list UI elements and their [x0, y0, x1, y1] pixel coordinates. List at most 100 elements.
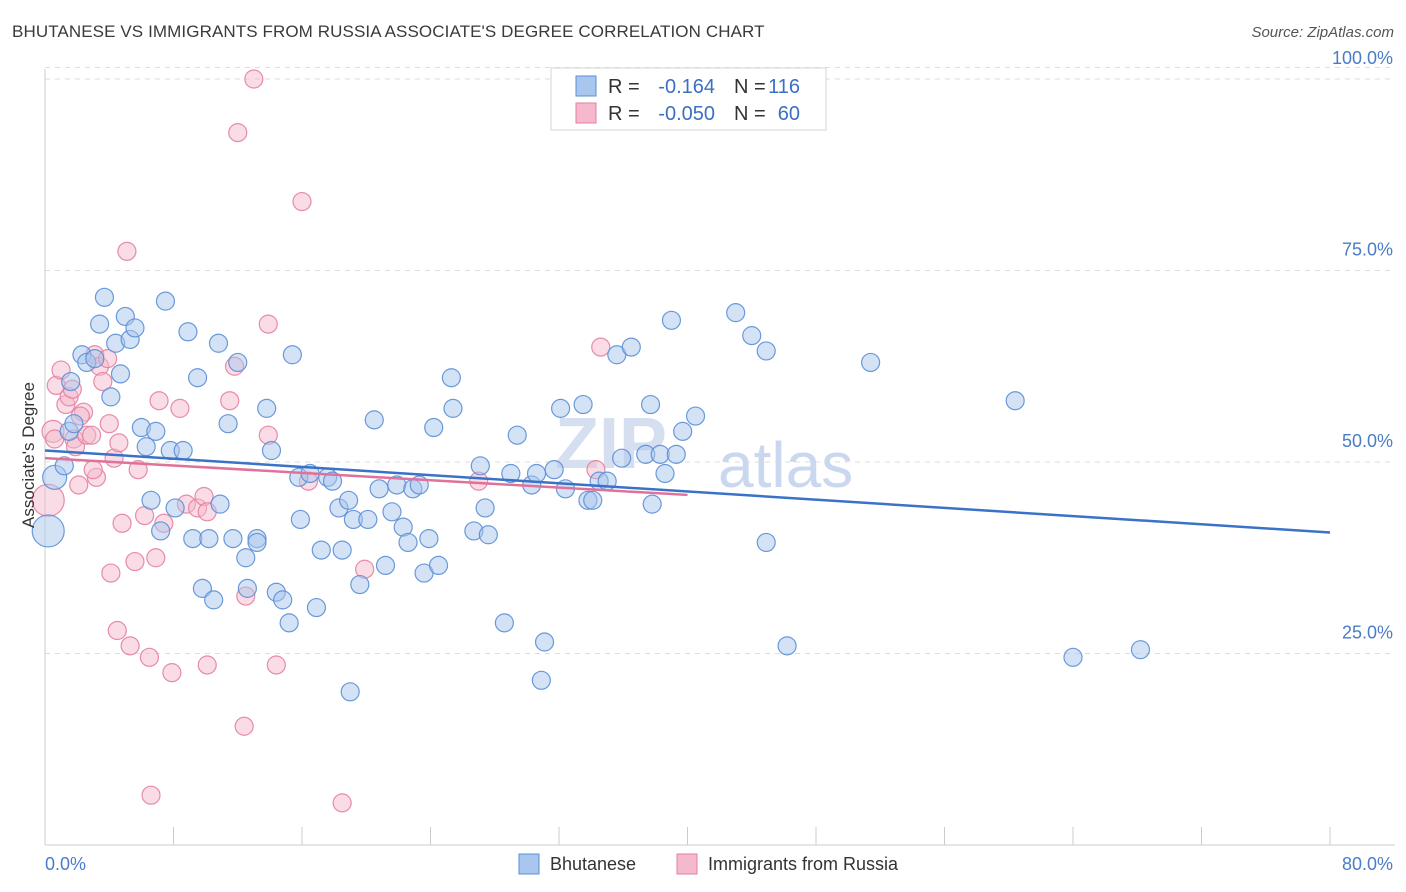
bhutanese-point — [428, 555, 449, 576]
bhutanese-point — [204, 590, 224, 610]
bhutanese-point — [364, 410, 384, 430]
x-tick-label-min: 0.0% — [45, 854, 86, 874]
bhutanese-point — [612, 448, 632, 468]
russia-point — [220, 391, 240, 411]
source-label: Source: ZipAtlas.com — [1251, 24, 1394, 41]
bhutanese-point — [282, 345, 302, 365]
bhutanese-point — [726, 303, 746, 323]
russia-point — [162, 663, 182, 683]
stats-legend: R = -0.164 N = 116 R = -0.050 N = 60 — [550, 67, 827, 131]
russia-point — [93, 371, 113, 392]
bhutanese-point — [136, 437, 156, 457]
bhutanese-point — [642, 494, 662, 514]
bhutanese-point — [340, 682, 360, 702]
russia-point — [258, 314, 278, 334]
russia-point — [149, 391, 169, 411]
bhutanese-point — [369, 479, 389, 499]
russia-point — [117, 241, 137, 261]
bhutanese-point — [261, 440, 282, 461]
russia-point — [141, 785, 161, 805]
bhutanese-point — [332, 540, 352, 560]
russia-point — [139, 647, 160, 667]
bhutanese-point — [777, 636, 797, 656]
bhutanese-point — [146, 421, 166, 441]
bhutanese-point — [64, 414, 84, 434]
bhutanese-point — [655, 463, 675, 484]
russia-point — [234, 716, 254, 736]
watermark-atlas: atlas — [718, 429, 853, 501]
y-tick-label-50: 50.0% — [1342, 431, 1393, 451]
bhutanese-point — [141, 490, 161, 510]
bhutanese-point — [311, 540, 331, 560]
chart-title: BHUTANESE VS IMMIGRANTS FROM RUSSIA ASSO… — [12, 22, 765, 41]
russia-point — [125, 551, 145, 572]
bhutanese-point — [85, 348, 105, 369]
bhutanese-point — [756, 341, 776, 361]
bhutanese-point — [661, 310, 682, 330]
series-legend: Bhutanese Immigrants from Russia — [518, 853, 899, 875]
bhutanese-point — [247, 532, 267, 553]
x-tick-marks — [44, 827, 1331, 845]
bhutanese-point — [861, 352, 881, 373]
bhutanese-point — [358, 509, 378, 530]
x-tick-label-max: 80.0% — [1342, 854, 1393, 874]
bhutanese-point — [375, 555, 396, 576]
russia-point — [83, 460, 103, 480]
bhutanese-point — [155, 291, 176, 311]
bhutanese-point — [322, 471, 343, 491]
russia-point — [266, 655, 286, 675]
y-tick-label-100: 100.0% — [1332, 48, 1393, 68]
russia-trend-line — [44, 456, 688, 497]
bhutanese-point — [544, 460, 564, 480]
bhutanese-point — [223, 528, 243, 549]
legend-n-label-1: N = — [734, 76, 766, 98]
y-tick-label-25: 25.0% — [1342, 623, 1393, 643]
legend-r-label-1: R = — [608, 76, 640, 98]
bhutanese-point — [306, 597, 327, 618]
bhutanese-point — [666, 444, 686, 464]
bhutanese-point — [350, 574, 370, 595]
bhutanese-point — [478, 525, 498, 545]
bhutanese-point — [583, 490, 603, 510]
russia-point — [332, 793, 352, 813]
bhutanese-point — [621, 337, 641, 357]
bottom-legend-label-bhutanese: Bhutanese — [550, 854, 636, 874]
bottom-legend-swatch-pink — [676, 853, 698, 875]
legend-swatch-pink — [575, 102, 597, 124]
bhutanese-point — [685, 406, 706, 426]
bhutanese-point — [551, 398, 571, 418]
russia-point — [128, 460, 148, 480]
bhutanese-point — [441, 368, 461, 388]
russia-point — [170, 398, 190, 418]
bhutanese-point — [290, 509, 310, 530]
bhutanese-point — [1063, 647, 1083, 667]
watermark-zip: ZIP — [555, 404, 667, 484]
russia-point — [146, 548, 166, 568]
series-russia-points — [31, 69, 611, 813]
stats-legend-box — [550, 67, 827, 131]
russia-point — [107, 620, 127, 641]
bhutanese-point — [173, 440, 193, 461]
bhutanese-point — [165, 498, 185, 518]
bhutanese-point — [742, 326, 762, 346]
bhutanese-point — [475, 498, 495, 518]
bhutanese-point — [1005, 391, 1025, 411]
russia-point — [120, 636, 140, 656]
bhutanese-point — [178, 322, 198, 342]
russia-point — [228, 123, 248, 143]
bhutanese-point — [507, 425, 527, 445]
bhutanese-point — [534, 632, 555, 652]
bhutanese-point — [237, 578, 257, 598]
bhutanese-point — [61, 371, 81, 392]
bhutanese-point — [183, 528, 203, 549]
bottom-legend-label-russia: Immigrants from Russia — [708, 854, 899, 874]
bhutanese-point — [424, 417, 444, 438]
bhutanese-point — [526, 463, 547, 484]
watermark: ZIP atlas — [555, 404, 853, 501]
legend-n-value-2: 60 — [778, 103, 800, 125]
legend-n-value-1: 116 — [768, 76, 800, 98]
bhutanese-point — [257, 398, 277, 418]
trend-lines — [44, 449, 1331, 534]
russia-point — [69, 475, 89, 495]
